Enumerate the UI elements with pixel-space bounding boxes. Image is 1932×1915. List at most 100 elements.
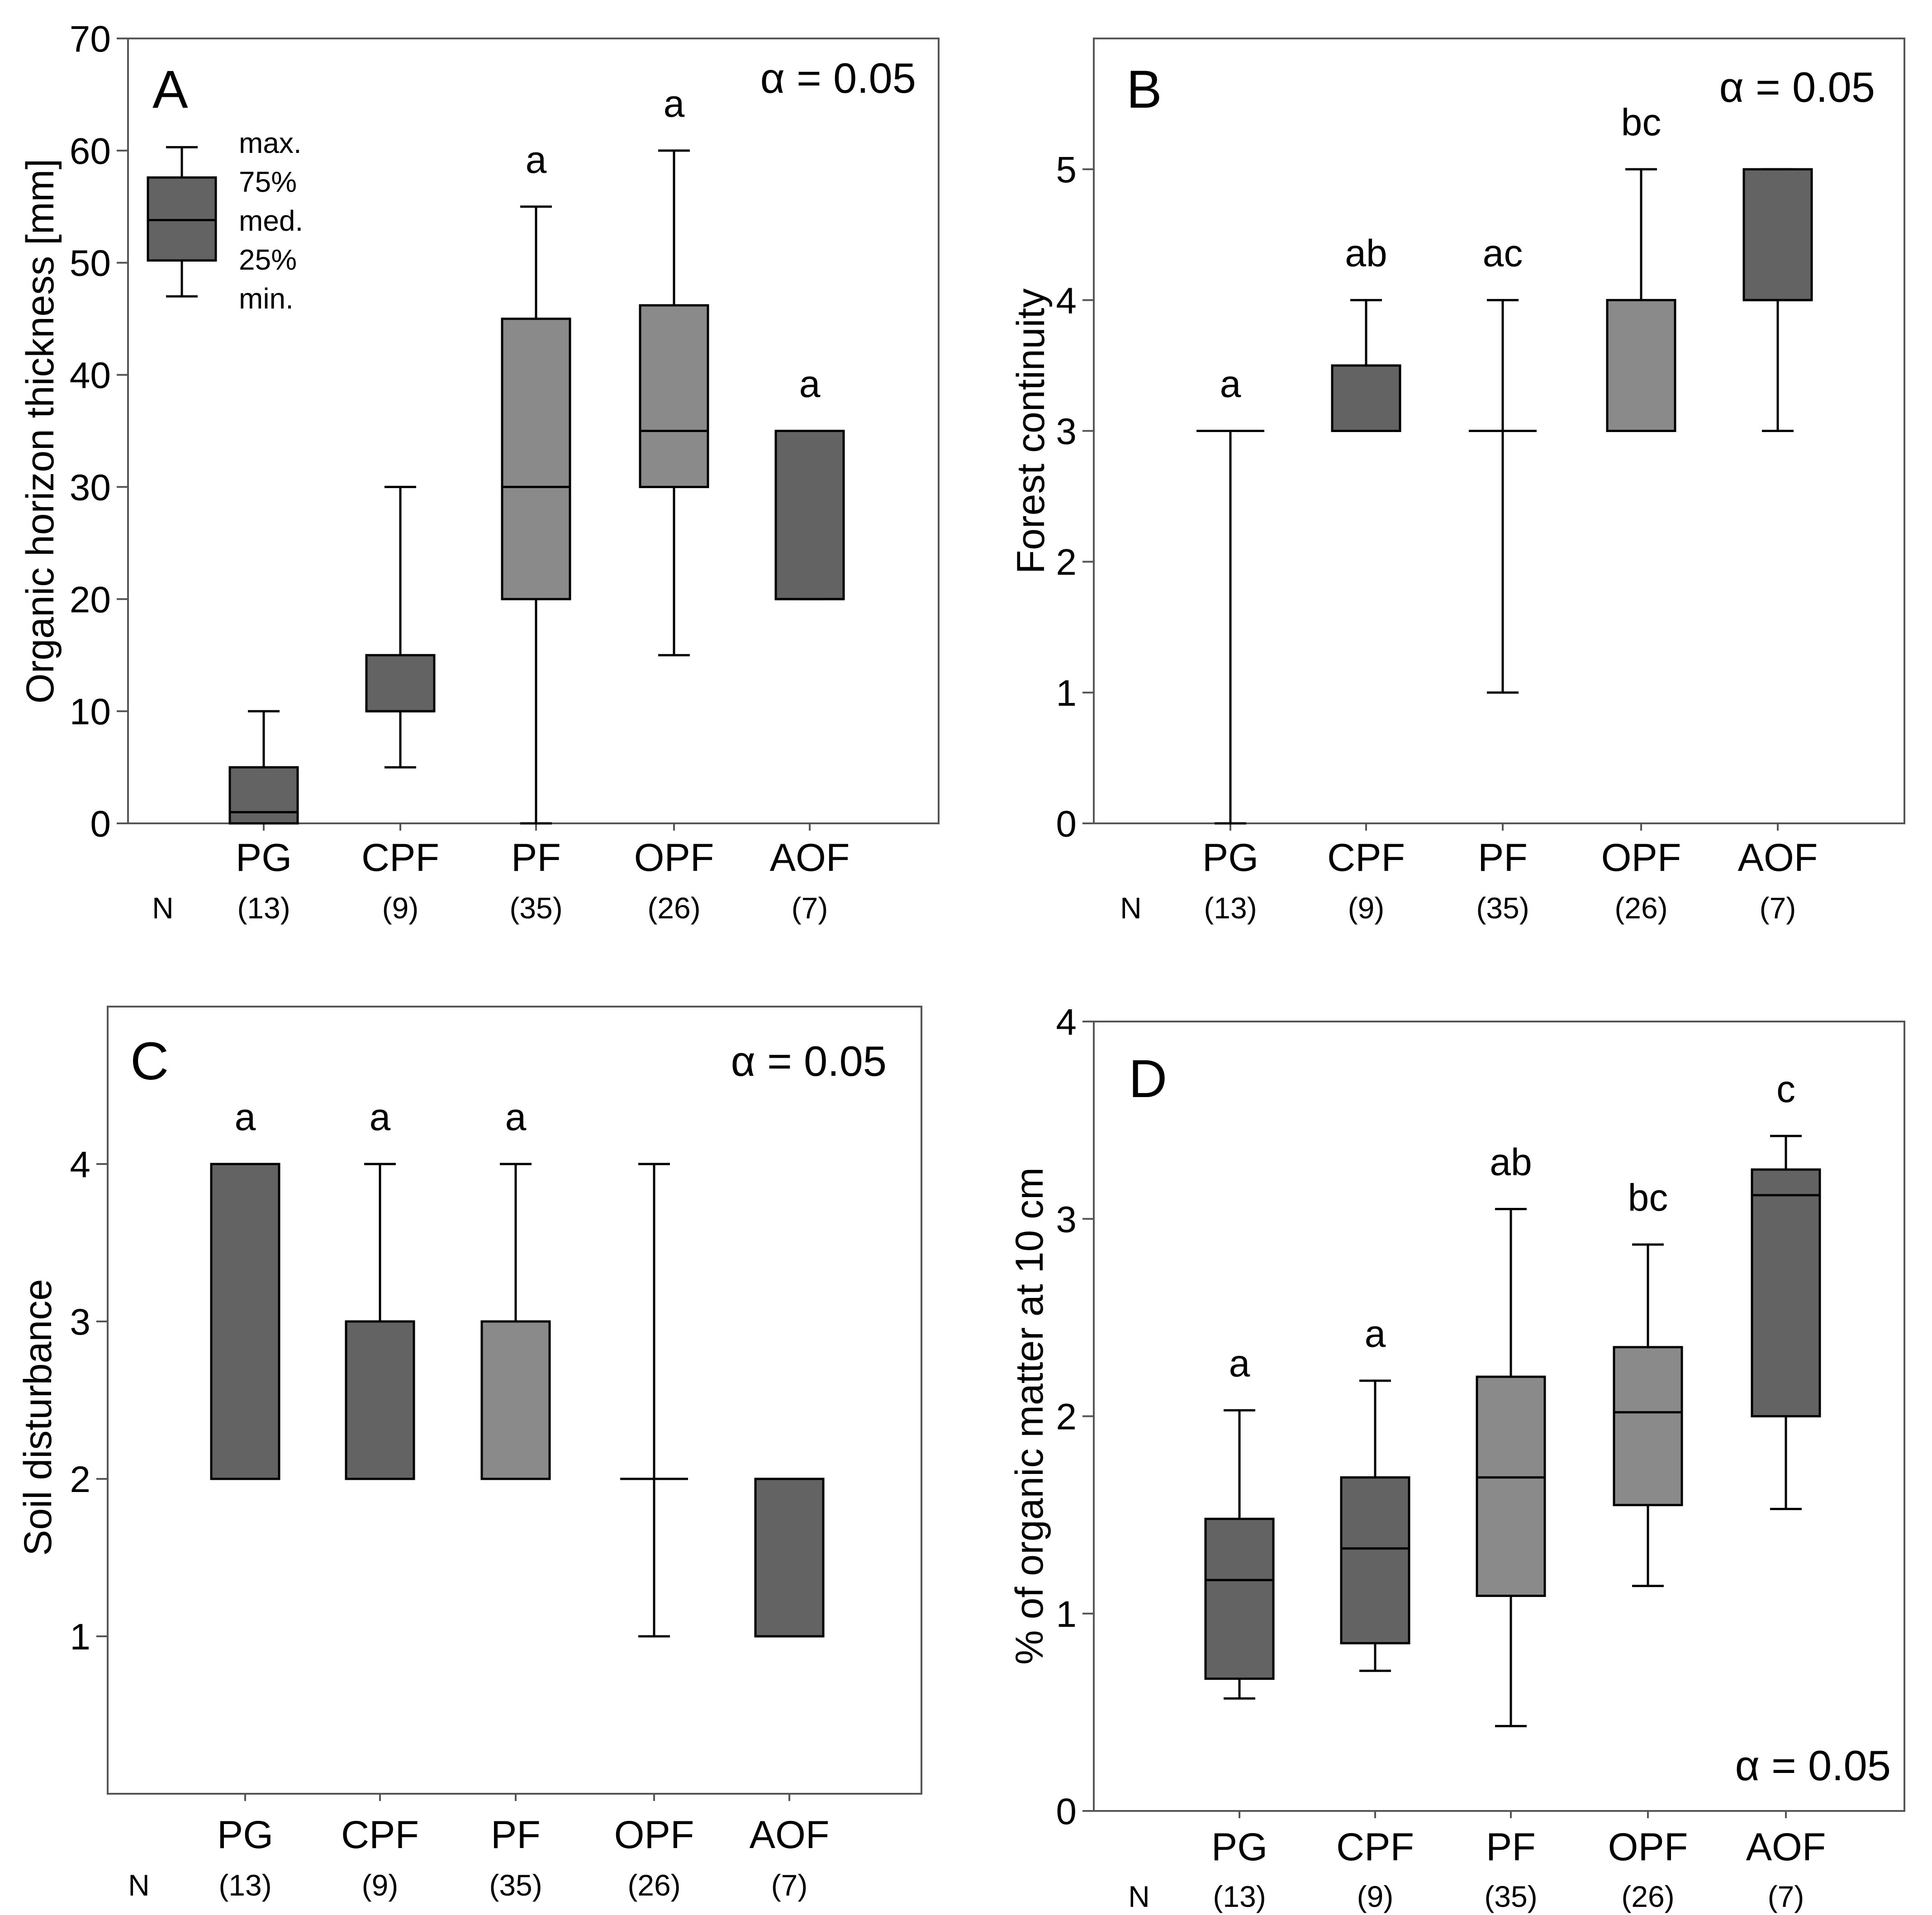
n-label: (35)	[1476, 891, 1529, 925]
iqr-box	[1613, 1346, 1683, 1506]
significance-letter: a	[526, 138, 547, 181]
n-label: (7)	[1768, 1880, 1804, 1913]
box-pg	[1204, 1409, 1275, 1700]
category-label: PF	[1478, 836, 1528, 879]
significance-letter: ab	[1345, 232, 1387, 274]
category-label: PG	[1202, 836, 1258, 879]
significance-letter: c	[1776, 1068, 1795, 1110]
significance-letter: ab	[1490, 1140, 1532, 1183]
y-tick-label: 2	[1056, 1397, 1077, 1438]
box-cpf	[365, 485, 436, 769]
category-label: PG	[236, 836, 292, 879]
n-label: (26)	[647, 891, 700, 925]
panel-letter: A	[152, 60, 188, 119]
alpha-label: α = 0.05	[1735, 1742, 1891, 1789]
y-tick-label: 3	[70, 1302, 90, 1343]
y-tick-label: 60	[70, 131, 111, 172]
category-label: PF	[511, 836, 561, 879]
iqr-box	[639, 304, 709, 488]
n-label: (26)	[1614, 891, 1667, 925]
category-label: AOF	[1746, 1825, 1826, 1869]
n-label: (35)	[489, 1868, 542, 1902]
legend-label: min.	[239, 282, 294, 315]
panel-letter: B	[1126, 60, 1162, 119]
category-label: CPF	[1327, 836, 1405, 879]
box-aof	[1751, 1135, 1821, 1511]
iqr-box	[1340, 1476, 1410, 1644]
n-label: (26)	[1621, 1880, 1674, 1913]
panel-b: 0 1 2 3 4 5 Forest continuity B α = 0.05 a PG (13) a…	[1009, 38, 1905, 925]
iqr-box	[1476, 1375, 1546, 1597]
category-label: AOF	[750, 1813, 830, 1857]
legend-label: med.	[239, 204, 303, 237]
category-label: AOF	[1738, 836, 1818, 879]
n-label: (9)	[382, 891, 419, 925]
legend: max. 75% med. 25% min.	[147, 127, 303, 315]
y-tick-label: 70	[70, 19, 111, 60]
significance-letter: a	[235, 1096, 256, 1138]
significance-letter: a	[370, 1096, 391, 1138]
significance-letter: a	[505, 1096, 527, 1138]
significance-letter: a	[664, 82, 685, 125]
panel-c: 1 2 3 4 Soil disturbance C α = 0.05 a PG (13) a CPF…	[16, 1006, 922, 1902]
alpha-label: α = 0.05	[760, 54, 916, 102]
box-pf	[1476, 1207, 1546, 1727]
y-tick-label: 0	[90, 803, 111, 845]
category-label: OPF	[614, 1813, 694, 1857]
panel-a: 0 10 20 30 40 50 60 70 Organic horizon thickness…	[19, 19, 940, 925]
n-label: (26)	[627, 1868, 680, 1902]
box-opf	[1606, 168, 1676, 432]
box-aof	[1742, 168, 1813, 432]
y-axis-label: Organic horizon thickness [mm]	[19, 159, 62, 703]
iqr-box	[774, 430, 845, 600]
box-pf	[480, 1163, 551, 1480]
alpha-label: α = 0.05	[1719, 63, 1875, 111]
box-pg	[210, 1163, 280, 1480]
y-tick-label: 4	[1056, 280, 1077, 321]
n-label: (7)	[792, 891, 828, 925]
n-label: (7)	[771, 1868, 808, 1902]
significance-letter: a	[1365, 1312, 1386, 1355]
n-label: (13)	[1204, 891, 1257, 925]
iqr-box	[1742, 168, 1813, 301]
box-cpf	[345, 1163, 415, 1480]
y-tick-label: 5	[1056, 149, 1077, 190]
significance-letter: a	[1220, 363, 1241, 405]
y-tick-label: 4	[1056, 1002, 1077, 1043]
category-label: OPF	[1601, 836, 1681, 879]
category-label: OPF	[1608, 1825, 1688, 1869]
legend-label: 75%	[239, 166, 297, 198]
box-opf	[620, 1163, 688, 1638]
box-opf	[1613, 1243, 1683, 1587]
y-tick-label: 0	[1056, 1791, 1077, 1832]
iqr-box	[1606, 299, 1676, 432]
n-label: (13)	[1213, 1880, 1266, 1913]
plot-frame	[107, 1006, 922, 1795]
y-tick-label: 4	[70, 1144, 90, 1185]
y-tick-label: 1	[70, 1616, 90, 1658]
panel-letter: C	[130, 1031, 169, 1091]
iqr-box	[1751, 1168, 1821, 1417]
legend-label: 25%	[239, 243, 297, 276]
y-axis-label: Soil disturbance	[16, 1279, 60, 1556]
y-tick-label: 10	[70, 691, 111, 732]
n-label: (13)	[237, 891, 290, 925]
iqr-box	[754, 1478, 825, 1638]
category-label: OPF	[634, 836, 714, 879]
y-tick-label: 50	[70, 243, 111, 284]
box-pg	[228, 710, 299, 825]
y-tick-label: 30	[70, 467, 111, 508]
n-label: (9)	[1357, 1880, 1394, 1913]
y-tick-label: 1	[1056, 673, 1077, 714]
significance-letter: ac	[1483, 232, 1523, 274]
iqr-box	[210, 1163, 280, 1480]
n-label: (7)	[1760, 891, 1796, 925]
iqr-box	[228, 766, 299, 825]
iqr-box	[1204, 1517, 1275, 1680]
category-label: PF	[1486, 1825, 1536, 1869]
n-row-label: N	[152, 891, 174, 925]
n-row-label: N	[128, 1868, 150, 1902]
n-row-label: N	[1120, 891, 1142, 925]
y-tick-label: 2	[70, 1459, 90, 1500]
